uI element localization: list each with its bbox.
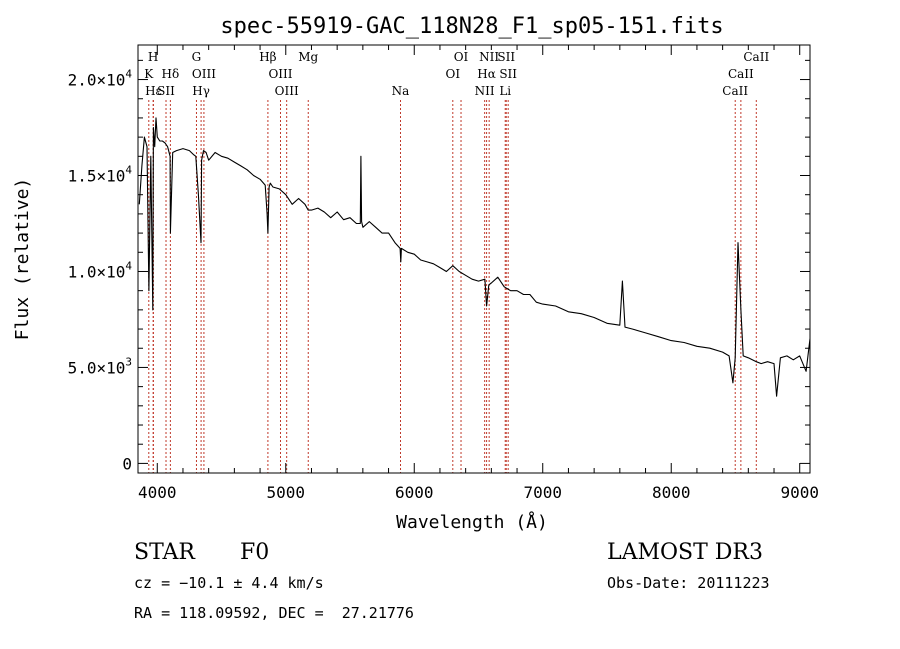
series-layer [138,117,811,397]
coordinates: RA = 118.09592, DEC = 27.21776 [134,604,414,622]
plot-frame [137,44,811,474]
y-axis-label: Flux (relative) [12,178,33,341]
y-tick-label-4: 2.0×104 [68,68,133,90]
line-label-13: OI [446,67,461,81]
line-label-0: Hε [145,84,162,98]
x-axis-label: Wavelength (Å) [396,511,548,533]
line-label-1: H [148,50,158,64]
x-tick-label-1: 5000 [266,483,305,502]
axes: 4000 5000 6000 7000 8000 9000 0 5.0×103 1.0×104 1… [68,45,819,502]
y-tick-label-3: 1.5×104 [68,164,133,186]
line-label-10: OIII [275,84,299,98]
line-label-7: Hγ [192,84,210,98]
survey-name: LAMOST DR3 [607,540,763,565]
line-label-22: CaII [728,67,754,81]
line-label-6: OIII [192,67,216,81]
spectral-line-markers: HεHKSIIHδGOIIIHγHβOIIIOIIIMgNaOIOINIINII… [144,50,769,473]
x-tick-label-4: 8000 [652,483,691,502]
line-label-12: Na [392,84,410,98]
line-label-20: Li [499,84,511,98]
line-label-8: Hβ [259,50,276,64]
x-tick-label-0: 4000 [138,483,177,502]
x-tick-label-3: 7000 [523,483,562,502]
line-label-17: Hα [477,67,496,81]
line-label-2: K [144,67,154,81]
y-tick-label-2: 1.0×104 [68,259,133,281]
x-tick-label-5: 9000 [780,483,819,502]
line-label-4: Hδ [162,67,180,81]
line-label-21: CaII [722,84,748,98]
line-label-9: OIII [268,67,292,81]
line-label-15: NII [475,84,495,98]
line-label-23: CaII [743,50,769,64]
chart-title: spec-55919-GAC_118N28_F1_sp05-151.fits [220,14,723,39]
line-label-11: Mg [298,50,318,64]
line-label-19: SII [499,67,517,81]
x-tick-label-2: 6000 [395,483,434,502]
obs-date: Obs-Date: 20111223 [607,574,770,592]
line-label-18: SII [497,50,515,64]
line-label-14: OI [454,50,469,64]
y-tick-label-1: 5.0×103 [68,355,132,377]
redshift-cz: cz = −10.1 ± 4.4 km/s [134,574,324,592]
y-tick-label-0: 0 [122,454,132,473]
line-label-3: SII [157,84,175,98]
line-label-5: G [192,50,202,64]
object-subclass: F0 [240,540,270,565]
line-label-16: NII [479,50,499,64]
object-class: STAR [134,540,195,565]
series-line-flux [138,117,811,397]
